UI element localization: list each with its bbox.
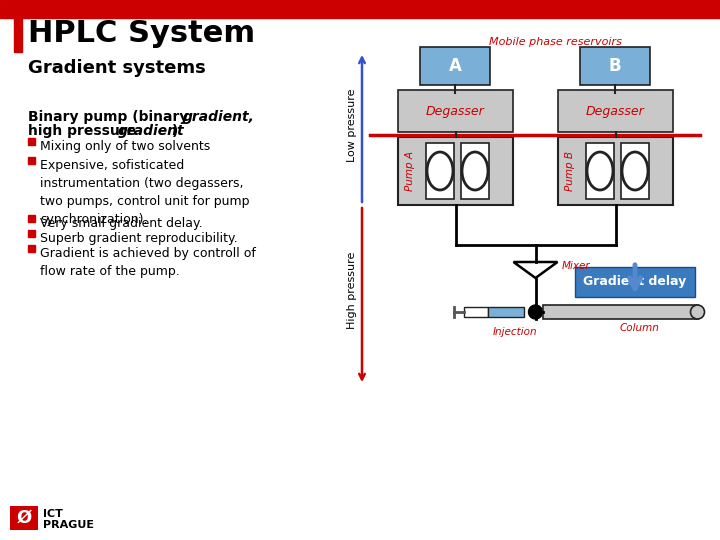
Bar [487,307,523,317]
Ellipse shape [427,152,453,190]
Bar [28,230,35,237]
Bar [542,305,698,319]
Text: Ø: Ø [17,509,32,527]
Text: ): ) [172,124,179,138]
Bar [420,47,490,85]
Text: Column: Column [620,323,660,333]
Text: Mixer: Mixer [562,261,590,271]
Ellipse shape [587,152,613,190]
Bar [28,215,35,222]
Ellipse shape [462,152,488,190]
Text: A: A [449,57,462,75]
Text: Very small gradient delay.: Very small gradient delay. [40,217,202,230]
Bar [10,506,38,530]
Text: Superb gradient reproducibility.: Superb gradient reproducibility. [40,232,238,245]
Text: Pump B: Pump B [565,151,575,191]
Text: Pump A: Pump A [405,151,415,191]
Bar [621,143,649,199]
Bar [398,90,513,132]
Bar [580,47,650,85]
Ellipse shape [622,152,648,190]
Text: High pressure: High pressure [347,251,357,329]
Text: gradient,: gradient, [183,110,255,124]
Bar [28,245,35,252]
Bar [558,90,673,132]
Text: Mixing only of two solvents: Mixing only of two solvents [40,140,210,153]
Text: Gradient delay: Gradient delay [583,275,687,288]
Text: Binary pump (binary: Binary pump (binary [28,110,193,124]
Bar [28,138,35,145]
Text: high pressure: high pressure [28,124,141,138]
Text: ICT: ICT [43,509,63,519]
Circle shape [528,305,542,319]
Bar [558,137,673,205]
Text: HPLC System: HPLC System [28,18,255,48]
Text: Degasser: Degasser [426,105,485,118]
Text: Expensive, sofisticated
instrumentation (two degassers,
two pumps, control unit : Expensive, sofisticated instrumentation … [40,159,250,226]
Bar [14,14,22,52]
Text: Mobile phase reservoirs: Mobile phase reservoirs [489,37,621,47]
Bar [461,143,489,199]
Text: PRAGUE: PRAGUE [43,520,94,530]
Bar [586,143,614,199]
Bar [0,0,720,18]
Text: B: B [608,57,621,75]
Text: Degasser: Degasser [586,105,645,118]
Text: Injection: Injection [493,327,538,337]
Text: Low pressure: Low pressure [347,88,357,162]
Bar [398,137,513,205]
Polygon shape [513,262,557,278]
Text: gradient: gradient [118,124,184,138]
Bar [464,307,487,317]
Bar [575,267,695,297]
Bar [426,143,454,199]
Text: Gradient systems: Gradient systems [28,59,206,77]
Bar [28,157,35,164]
Text: Gradient is achieved by controll of
flow rate of the pump.: Gradient is achieved by controll of flow… [40,247,256,278]
Ellipse shape [690,305,704,319]
